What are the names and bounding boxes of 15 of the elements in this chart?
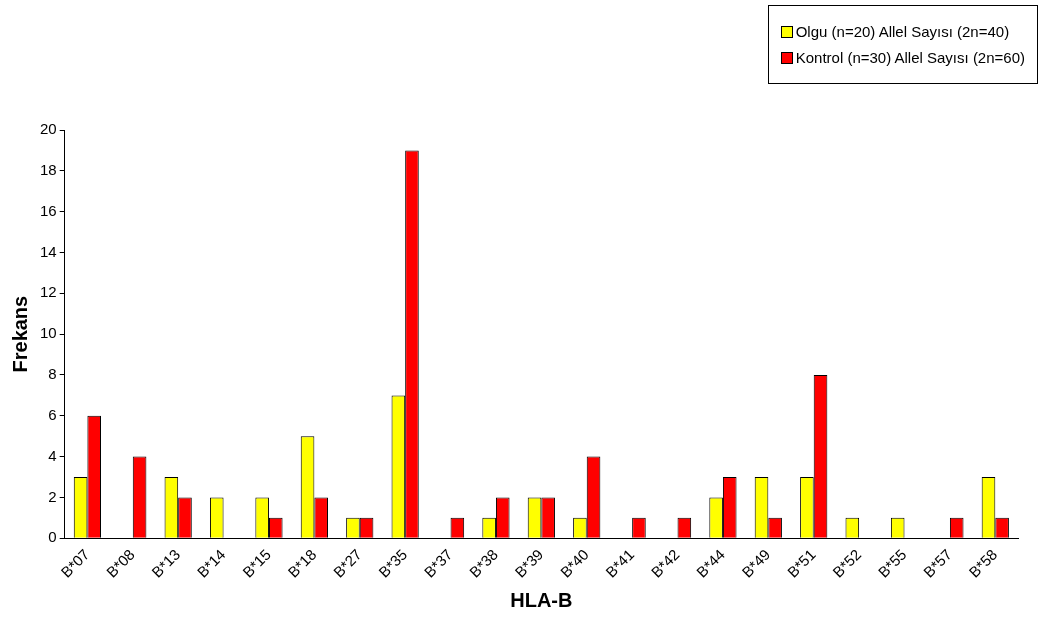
y-tick-label: 16 [40, 201, 57, 219]
y-tick-label: 12 [40, 283, 57, 301]
y-tick-label: 8 [48, 365, 57, 383]
legend-label: Olgu (n=20) Allel Sayısı (2n=40) [795, 23, 1010, 40]
y-tick-label: 14 [40, 242, 57, 260]
y-tick-label: 2 [48, 487, 57, 505]
y-tick-label: 18 [40, 160, 57, 178]
y-tick-label: 6 [48, 405, 57, 423]
x-axis-title: HLA-B [510, 588, 573, 611]
y-tick-label: 4 [48, 446, 57, 464]
y-tick-label: 0 [48, 528, 57, 546]
y-axis-title: Frekans [8, 295, 31, 373]
y-tick-label: 10 [40, 324, 57, 342]
legend-label: Kontrol (n=30) Allel Sayısı (2n=60) [795, 49, 1025, 66]
y-tick-label: 20 [40, 120, 57, 138]
